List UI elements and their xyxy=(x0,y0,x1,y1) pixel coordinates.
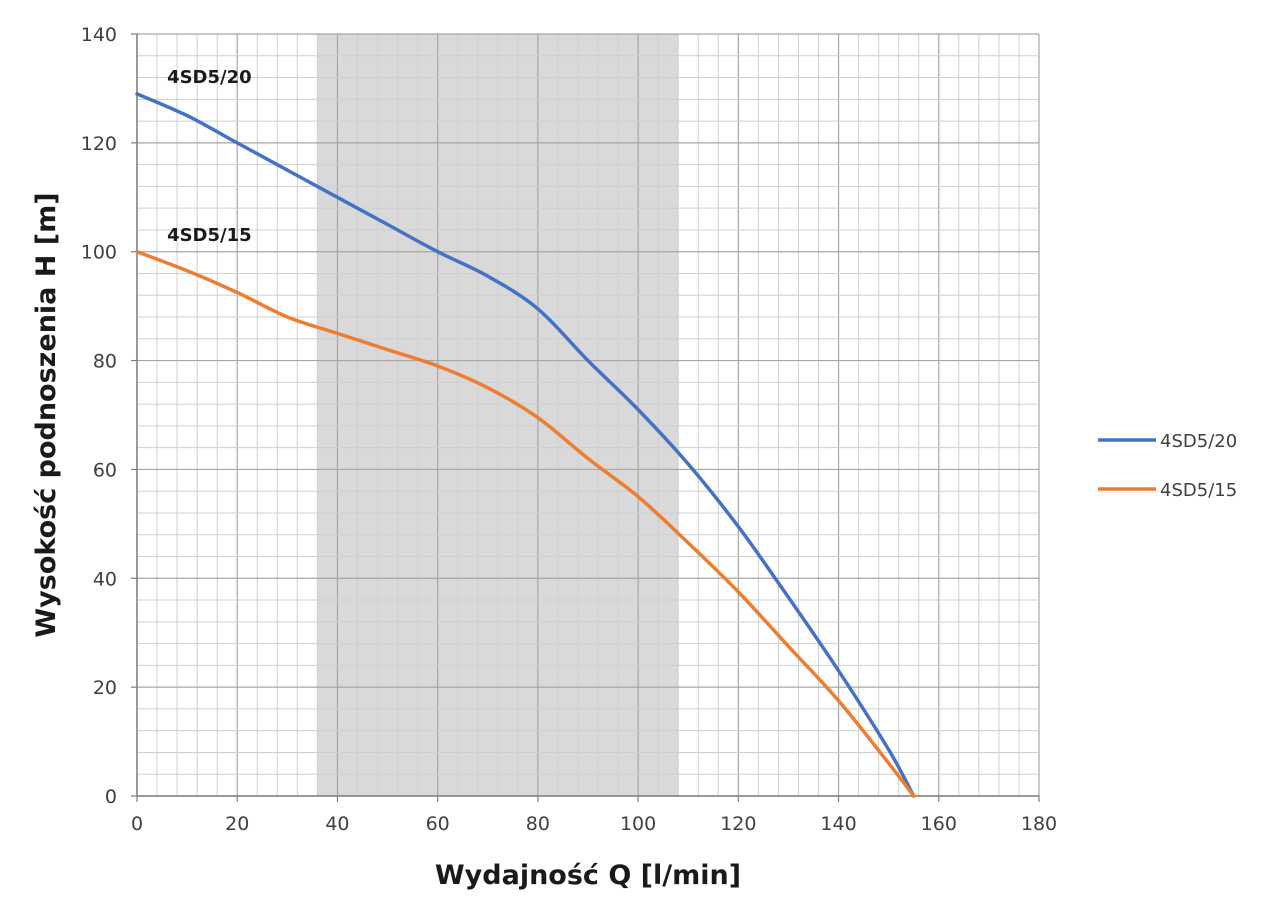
y-tick-label: 60 xyxy=(93,459,117,481)
curve-label-1: 4SD5/15 xyxy=(167,225,252,246)
x-tick-label: 160 xyxy=(921,813,957,835)
curve-labels: 4SD5/20 4SD5/15 xyxy=(167,67,252,246)
x-tick-label: 20 xyxy=(225,813,249,835)
y-axis-title: Wysokość podnoszenia H [m] xyxy=(31,192,62,637)
x-tick-label: 120 xyxy=(720,813,756,835)
series-line-1 xyxy=(135,249,916,798)
x-tick-label: 100 xyxy=(620,813,656,835)
y-tick-label: 80 xyxy=(93,351,117,373)
y-tick-label: 20 xyxy=(93,677,117,699)
x-tick-label: 80 xyxy=(526,813,550,835)
y-tick-label: 0 xyxy=(105,786,117,808)
y-tick-label: 100 xyxy=(81,242,117,264)
series-layer xyxy=(135,92,916,798)
curve-label-0: 4SD5/20 xyxy=(167,67,252,88)
legend-label-1: 4SD5/15 xyxy=(1160,480,1237,501)
legend: 4SD5/20 4SD5/15 xyxy=(1098,431,1237,501)
x-tick-label: 180 xyxy=(1021,813,1057,835)
y-tick-label: 120 xyxy=(81,133,117,155)
x-tick-label: 140 xyxy=(820,813,856,835)
x-tick-label: 0 xyxy=(131,813,143,835)
series-line-0 xyxy=(135,92,916,798)
x-tick-label: 60 xyxy=(426,813,450,835)
y-tick-label: 40 xyxy=(93,568,117,590)
y-tick-label: 140 xyxy=(81,24,117,46)
x-axis-title: Wydajność Q [l/min] xyxy=(435,860,741,891)
x-tick-label: 40 xyxy=(325,813,349,835)
legend-label-0: 4SD5/20 xyxy=(1160,431,1237,452)
tick-labels: 0 20 40 60 80 100 120 140 160 180 0 20 40 60 80 100 120 1… xyxy=(81,24,1057,835)
